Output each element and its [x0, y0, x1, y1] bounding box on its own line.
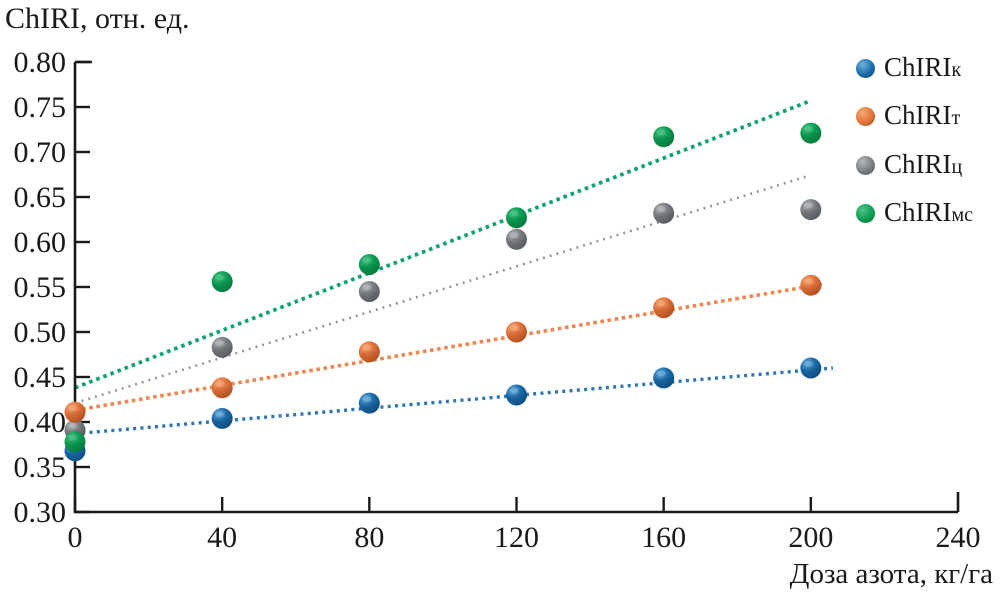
- data-point-shading: [214, 386, 230, 396]
- data-point-shading: [656, 306, 672, 316]
- legend-item-ChIRIк: ChIRIк: [856, 52, 973, 85]
- x-tick-label: 0: [68, 521, 83, 554]
- legend-label-subscript: мс: [951, 204, 974, 226]
- data-point-highlight: [362, 257, 372, 263]
- y-axis-title: ChIRI, отн. ед.: [5, 2, 190, 35]
- data-point-shading: [803, 208, 819, 217]
- legend-marker-icon: [856, 107, 875, 126]
- data-point-shading: [214, 417, 230, 426]
- data-point-shading: [656, 376, 672, 386]
- x-tick-label: 200: [788, 521, 833, 554]
- y-tick-label: 0.45: [14, 361, 67, 394]
- data-point-highlight: [362, 395, 372, 402]
- data-point-shading: [656, 135, 672, 145]
- data-point-highlight: [215, 274, 224, 280]
- data-point-shading: [508, 238, 525, 247]
- x-axis-title: Доза азота, кг/га: [789, 558, 993, 590]
- x-tick-label: 80: [354, 521, 384, 554]
- data-point-shading: [214, 280, 230, 289]
- data-point-shading: [508, 216, 525, 226]
- legend-label-base: ChIRI: [884, 197, 952, 227]
- data-point-highlight: [67, 404, 77, 411]
- data-point-highlight: [656, 129, 666, 136]
- data-point-highlight: [362, 344, 372, 351]
- y-tick-label: 0.70: [14, 136, 67, 169]
- data-point-shading: [67, 411, 83, 420]
- data-point-shading: [803, 132, 819, 141]
- data-point-highlight: [509, 387, 519, 394]
- trend-line-ChIRIт: [74, 282, 823, 413]
- legend-marker-icon: [856, 58, 875, 78]
- y-tick-label: 0.75: [14, 91, 67, 124]
- data-point-highlight: [215, 380, 224, 387]
- x-tick-label: 120: [494, 521, 539, 554]
- data-point-highlight: [803, 125, 813, 132]
- data-point-highlight: [509, 210, 519, 217]
- legend-label-subscript: ц: [951, 155, 963, 178]
- trend-line-ChIRIц: [74, 175, 808, 405]
- data-point-shading: [803, 284, 819, 293]
- data-point-highlight: [67, 422, 77, 429]
- data-point-shading: [214, 346, 230, 355]
- data-point-shading: [67, 449, 83, 459]
- data-point-shading: [361, 350, 377, 360]
- y-tick-label: 0.55: [14, 271, 67, 304]
- legend: ChIRIк ChIRIт ChIRIц ChIRIмс: [856, 52, 973, 247]
- data-point-highlight: [67, 434, 77, 441]
- data-point-highlight: [215, 411, 224, 417]
- data-point-shading: [67, 440, 83, 450]
- data-point-highlight: [656, 300, 666, 307]
- data-point-shading: [361, 290, 377, 299]
- legend-label-base: ChIRI: [884, 148, 952, 179]
- data-point-shading: [803, 366, 819, 376]
- y-tick-label: 0.50: [14, 316, 67, 349]
- data-point-highlight: [803, 278, 813, 284]
- legend-item-ChIRIмс: ChIRIмс: [856, 197, 973, 230]
- y-tick-label: 0.40: [14, 406, 67, 439]
- data-point-shading: [508, 393, 525, 403]
- legend-label-base: ChIRI: [884, 51, 952, 82]
- legend-label: ChIRIк: [884, 52, 961, 85]
- legend-label-subscript: к: [951, 58, 962, 81]
- y-tick-label: 0.65: [14, 181, 67, 214]
- data-point-highlight: [656, 370, 666, 377]
- data-point-shading: [361, 402, 377, 411]
- data-point-shading: [508, 330, 525, 340]
- legend-label: ChIRIт: [884, 100, 960, 133]
- legend-marker-icon: [856, 204, 875, 223]
- data-point-highlight: [803, 360, 813, 367]
- legend-label-subscript: т: [951, 107, 961, 129]
- legend-label: ChIRIц: [884, 149, 962, 182]
- data-point-highlight: [509, 232, 519, 238]
- data-point-highlight: [362, 284, 372, 290]
- data-point-highlight: [803, 202, 813, 208]
- x-tick-label: 240: [936, 521, 981, 554]
- x-tick-label: 40: [207, 521, 237, 554]
- legend-label: ChIRIмс: [884, 197, 973, 230]
- y-tick-label: 0.35: [14, 451, 67, 484]
- data-point-highlight: [509, 324, 519, 331]
- y-tick-label: 0.30: [14, 496, 67, 529]
- data-point-shading: [361, 263, 377, 272]
- trend-line-ChIRIк: [74, 366, 834, 436]
- data-point-highlight: [215, 340, 224, 346]
- legend-label-base: ChIRI: [884, 100, 952, 130]
- y-tick-label: 0.60: [14, 226, 67, 259]
- x-tick-label: 160: [641, 521, 686, 554]
- data-point-shading: [656, 212, 672, 221]
- legend-item-ChIRIт: ChIRIт: [856, 100, 973, 133]
- legend-marker-icon: [856, 155, 875, 175]
- trend-line-ChIRIмс: [74, 98, 812, 390]
- legend-item-ChIRIц: ChIRIц: [856, 149, 973, 182]
- y-tick-label: 0.80: [14, 46, 67, 79]
- data-point-highlight: [656, 206, 666, 212]
